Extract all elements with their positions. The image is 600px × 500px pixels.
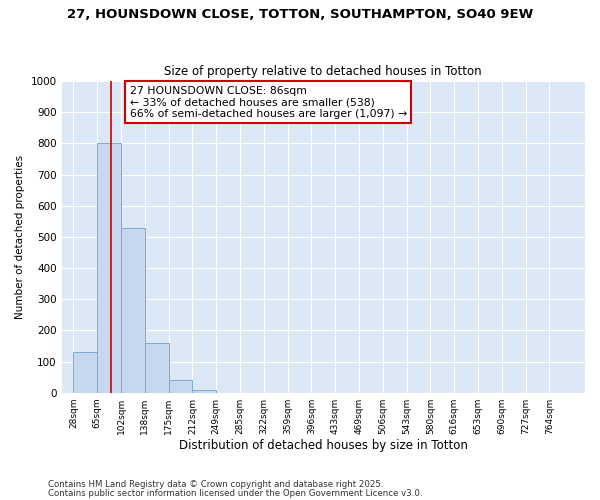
Bar [121, 228, 145, 392]
Text: 27, HOUNSDOWN CLOSE, TOTTON, SOUTHAMPTON, SO40 9EW: 27, HOUNSDOWN CLOSE, TOTTON, SOUTHAMPTON… [67, 8, 533, 20]
X-axis label: Distribution of detached houses by size in Totton: Distribution of detached houses by size … [179, 440, 468, 452]
Bar [169, 380, 193, 392]
Title: Size of property relative to detached houses in Totton: Size of property relative to detached ho… [164, 66, 482, 78]
Text: Contains HM Land Registry data © Crown copyright and database right 2025.: Contains HM Land Registry data © Crown c… [48, 480, 383, 489]
Bar [193, 390, 216, 392]
Bar [145, 343, 169, 392]
Bar [73, 352, 97, 393]
Bar [97, 144, 121, 392]
Text: Contains public sector information licensed under the Open Government Licence v3: Contains public sector information licen… [48, 488, 422, 498]
Y-axis label: Number of detached properties: Number of detached properties [15, 155, 25, 319]
Text: 27 HOUNSDOWN CLOSE: 86sqm
← 33% of detached houses are smaller (538)
66% of semi: 27 HOUNSDOWN CLOSE: 86sqm ← 33% of detac… [130, 86, 407, 119]
